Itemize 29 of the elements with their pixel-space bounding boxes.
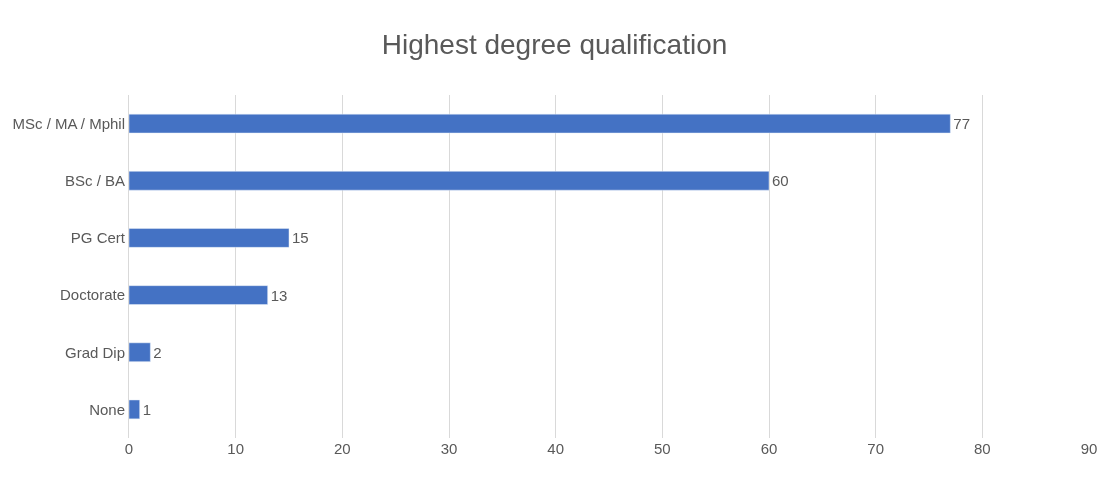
chart-title: Highest degree qualification — [381, 29, 728, 61]
y-tick-label: BSc / BA — [64, 172, 125, 189]
x-tick-label: 40 — [547, 440, 565, 457]
x-tick-label: 80 — [973, 440, 991, 457]
data-label: 13 — [270, 286, 288, 304]
x-tick-label: 20 — [333, 440, 351, 457]
x-tick-label: 90 — [1080, 440, 1098, 457]
x-tick-label: 60 — [760, 440, 778, 457]
bar — [129, 228, 290, 248]
y-tick-label: None — [89, 400, 125, 418]
bar — [129, 399, 140, 420]
data-label: 60 — [772, 172, 789, 190]
y-tick-label: PG Cert — [70, 229, 126, 247]
bar — [129, 285, 268, 305]
x-tick-label: 50 — [653, 440, 671, 457]
x-tick-label: 70 — [867, 440, 885, 457]
bar — [129, 113, 951, 134]
data-label: 2 — [153, 343, 162, 361]
x-tick-label: 30 — [440, 440, 458, 457]
x-tick-label: 10 — [227, 440, 245, 457]
y-tick-label: MSc / MA / Mphil — [12, 114, 125, 132]
x-tick-label: 0 — [124, 440, 134, 457]
y-tick-label: Grad Dip — [64, 343, 125, 361]
data-label: 77 — [953, 115, 971, 133]
bar — [129, 171, 770, 191]
bar — [129, 342, 151, 362]
data-label: 15 — [292, 229, 309, 247]
data-label: 1 — [142, 400, 152, 418]
y-tick-label: Doctorate — [59, 286, 125, 304]
